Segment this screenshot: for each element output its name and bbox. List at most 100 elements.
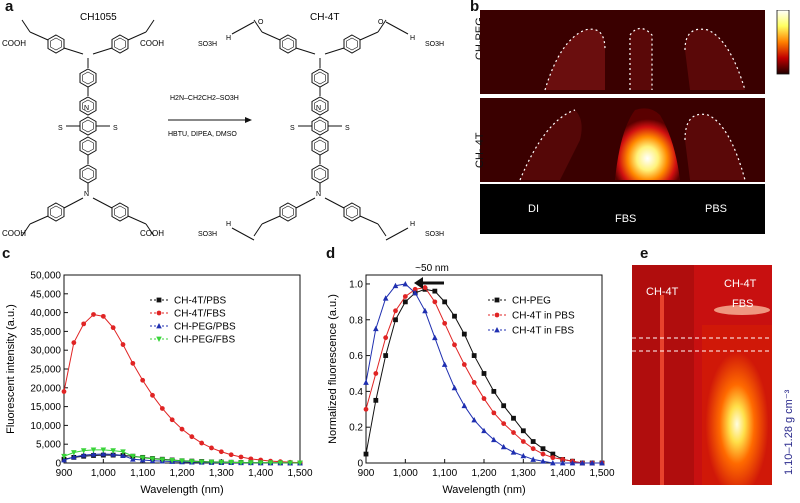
data-point	[373, 397, 379, 403]
reaction-scheme: CH1055 COOH COOH COOH COOH N N S S H2N–C…	[2, 12, 444, 241]
data-point	[530, 456, 536, 462]
chart-c: 900 1,000 1,100 1,200 1,300 1,400 1,500 0 5,000 1…	[5, 271, 313, 497]
legend-marker	[156, 336, 162, 342]
label-pbs: PBS	[705, 203, 727, 215]
data-point	[471, 417, 477, 423]
data-point	[550, 455, 556, 461]
data-point	[579, 460, 586, 466]
data-point	[471, 353, 477, 358]
data-point	[550, 460, 556, 466]
y-tick-label: 40,000	[30, 308, 61, 319]
fluorescence-images: DI FBS PBS	[480, 10, 790, 234]
x-tick-label: 1,500	[589, 468, 614, 479]
density-label: 1.10–1.28 g cm⁻³	[783, 389, 795, 475]
label-fbs: FBS	[615, 213, 636, 225]
data-point	[81, 321, 87, 327]
product-n-top: N	[316, 105, 321, 112]
data-point	[589, 460, 595, 466]
data-point	[441, 361, 448, 367]
data-point	[238, 454, 244, 460]
product-nh-3: H	[226, 221, 231, 228]
product-s-right: S	[345, 125, 350, 132]
product-structure	[254, 20, 386, 236]
data-point	[540, 446, 546, 452]
data-point	[452, 313, 457, 319]
data-point	[520, 428, 526, 434]
data-point	[61, 453, 67, 460]
conditions: HBTU, DIPEA, DMSO	[168, 131, 237, 138]
data-point	[511, 430, 516, 435]
legend-label: CH-4T in PBS	[512, 311, 575, 322]
shift-label: ~50 nm	[415, 263, 449, 274]
data-point	[559, 460, 566, 466]
x-tick-label: 1,300	[209, 468, 234, 479]
data-point	[422, 307, 428, 314]
y-axis-label: Fluorescent intensity (a.u.)	[5, 304, 17, 434]
data-point	[520, 452, 527, 459]
y-tick-label: 10,000	[30, 421, 61, 432]
data-point	[511, 415, 516, 421]
x-tick-label: 1,300	[511, 468, 536, 479]
tube1-streak	[660, 295, 664, 485]
y-tick-label: 0.2	[349, 423, 363, 434]
reactant-acid-4: COOH	[140, 229, 164, 238]
data-point	[363, 406, 369, 412]
data-point	[287, 460, 293, 466]
product-so3h-2: SO3H	[425, 41, 444, 48]
x-tick-label: 1,200	[169, 468, 194, 479]
x-tick-label: 1,100	[130, 468, 155, 479]
reactant-s-left: S	[58, 125, 63, 132]
data-point	[461, 331, 467, 337]
product-name: CH-4T	[310, 12, 339, 23]
data-point	[71, 453, 77, 460]
data-point	[169, 417, 175, 423]
legend-marker	[494, 327, 500, 333]
data-point	[100, 447, 107, 453]
data-point	[491, 388, 497, 394]
fbs-bright-spot	[615, 108, 680, 180]
y-tick-label: 25,000	[30, 365, 61, 376]
product-so3h-3: SO3H	[198, 231, 217, 238]
legend-label: CH-4T in FBS	[512, 326, 574, 337]
data-point	[139, 455, 146, 461]
product-so3h-1: SO3H	[198, 41, 217, 48]
data-point	[501, 421, 507, 427]
x-tick-label: 900	[358, 468, 375, 479]
data-point	[61, 389, 67, 394]
data-point	[238, 460, 244, 466]
panel-a-letter: a	[5, 0, 14, 15]
y-tick-label: 0	[357, 459, 363, 470]
x-tick-label: 1,500	[287, 468, 312, 479]
data-point	[461, 402, 468, 409]
data-point	[218, 459, 225, 466]
data-point	[140, 377, 146, 383]
data-point	[452, 342, 457, 348]
data-point	[120, 342, 126, 347]
legend-marker	[156, 297, 162, 303]
data-point	[451, 384, 458, 391]
data-point	[530, 439, 536, 444]
data-point	[150, 392, 155, 398]
x-axis-label: Wavelength (nm)	[140, 484, 223, 496]
legend-marker	[156, 323, 162, 329]
reactant-n-bottom: N	[84, 191, 89, 198]
product-o-2: O	[378, 19, 384, 26]
data-point	[569, 460, 576, 466]
product-o-1: O	[258, 19, 264, 26]
label-strip	[480, 184, 765, 234]
data-point	[120, 449, 126, 455]
data-point	[248, 460, 254, 466]
y-tick-label: 35,000	[30, 327, 61, 338]
data-point	[189, 459, 195, 465]
data-point	[189, 434, 195, 440]
data-point	[510, 449, 517, 455]
y-tick-label: 0.4	[349, 387, 363, 398]
colorbar	[776, 10, 790, 75]
data-point	[491, 436, 497, 443]
data-point	[550, 451, 556, 457]
x-tick-label: 1,400	[248, 468, 273, 479]
reactant-n-top: N	[84, 105, 89, 112]
product-nh-1: H	[226, 35, 231, 42]
data-point	[382, 295, 389, 301]
data-point	[599, 460, 605, 466]
